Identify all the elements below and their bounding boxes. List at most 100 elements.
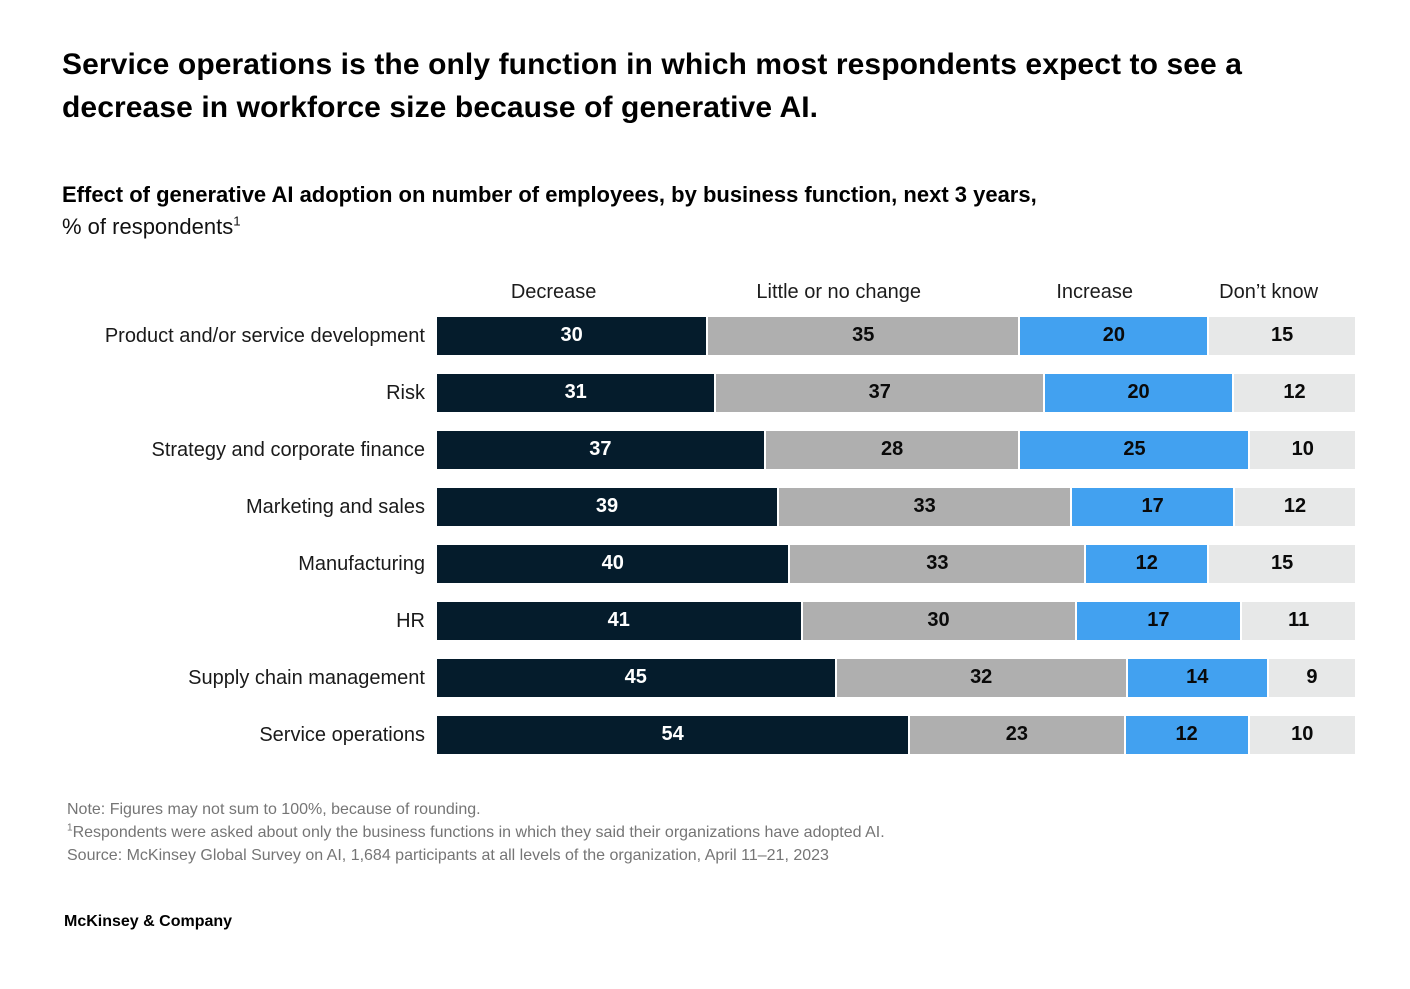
bar-segment-increase: 12: [1084, 544, 1208, 583]
segment-value-label: 23: [1005, 723, 1028, 746]
stacked-bar: 54 23 12 10: [437, 715, 1355, 754]
column-header-little-or-no-change: Little or no change: [756, 280, 921, 303]
bar-segment-little-or-no-change: 33: [777, 487, 1071, 526]
bar-segment-little-or-no-change: 23: [908, 715, 1124, 754]
segment-value-label: 11: [1288, 609, 1310, 632]
segment-value-label: 33: [926, 552, 949, 575]
bar-row-marketing-and-sales: Marketing and sales 39 33 17 12: [62, 487, 1356, 526]
segment-value-label: 37: [589, 438, 612, 461]
stacked-bar: 39 33 17 12: [437, 487, 1356, 526]
segment-value-label: 17: [1147, 609, 1170, 632]
segment-value-label: 10: [1291, 723, 1314, 746]
segment-value-label: 41: [607, 609, 630, 632]
bar-segment-don-t-know: 15: [1207, 544, 1356, 583]
segment-value-label: 30: [560, 324, 583, 347]
segment-value-label: 20: [1102, 324, 1125, 347]
bar-segment-don-t-know: 15: [1207, 316, 1355, 355]
column-header-don-t-know: Don’t know: [1219, 280, 1319, 303]
bar-segment-decrease: 37: [437, 430, 764, 469]
segment-value-label: 40: [601, 552, 624, 575]
bar-segment-increase: 20: [1043, 373, 1232, 412]
bar-segment-don-t-know: 9: [1266, 658, 1356, 697]
bar-segment-decrease: 31: [437, 373, 715, 412]
footnote-source: Source: McKinsey Global Survey on AI, 1,…: [67, 846, 829, 864]
bar-segment-little-or-no-change: 35: [706, 316, 1019, 355]
subtitle-footnote-marker: 1: [233, 213, 241, 229]
stacked-bar: 31 37 20 12: [437, 373, 1355, 412]
segment-value-label: 31: [564, 381, 587, 404]
bar-segment-decrease: 45: [437, 658, 835, 697]
stacked-bar: 30 35 20 15: [437, 316, 1355, 355]
segment-value-label: 15: [1271, 324, 1294, 347]
column-headers-row: Decrease Little or no change Increase Don’t…: [62, 281, 1355, 304]
segment-value-label: 20: [1127, 381, 1150, 404]
stacked-bar-chart: Decrease Little or no change Increase Don’t…: [62, 281, 1356, 754]
stacked-bar: 40 33 12 15: [437, 544, 1356, 583]
segment-value-label: 30: [927, 609, 950, 632]
segment-value-label: 54: [661, 723, 684, 746]
bar-segment-decrease: 40: [437, 544, 789, 583]
stacked-bar: 41 30 17 11: [437, 601, 1355, 640]
bar-segment-increase: 20: [1018, 316, 1208, 355]
chart-subtitle-main: Effect of generative AI adoption on numb…: [62, 182, 1037, 208]
segment-value-label: 37: [868, 381, 891, 404]
segment-value-label: 15: [1271, 552, 1294, 575]
segment-value-label: 32: [970, 666, 993, 689]
column-header-decrease: Decrease: [510, 280, 597, 303]
chart-subtitle: Effect of generative AI adoption on numb…: [62, 179, 1355, 243]
column-header-increase: Increase: [1056, 280, 1134, 303]
category-label: Strategy and corporate finance: [151, 438, 425, 461]
bar-segment-little-or-no-change: 33: [788, 544, 1085, 583]
bar-segment-decrease: 30: [437, 316, 707, 355]
bar-segment-increase: 14: [1125, 658, 1267, 697]
footnote-1: 1Respondents were asked about only the b…: [67, 822, 885, 841]
category-label: Product and/or service development: [104, 324, 425, 347]
bar-segment-little-or-no-change: 32: [834, 658, 1126, 697]
bar-segment-don-t-know: 12: [1231, 373, 1355, 412]
category-label: Supply chain management: [188, 666, 425, 689]
exhibit-title: Service operations is the only function …: [62, 48, 1243, 124]
category-label: Manufacturing: [298, 552, 425, 575]
segment-value-label: 12: [1283, 495, 1307, 518]
bar-rows-container: Product and/or service development 30 35 20…: [62, 316, 1356, 754]
bar-segment-don-t-know: 10: [1247, 715, 1355, 754]
segment-value-label: 45: [624, 666, 647, 689]
bar-row-supply-chain-management: Supply chain management 45 32 14 9: [62, 658, 1356, 697]
segment-value-label: 17: [1141, 495, 1164, 518]
bar-segment-don-t-know: 12: [1232, 487, 1356, 526]
segment-value-label: 9: [1306, 666, 1318, 689]
footnotes: Note: Figures may not sum to 100%, becau…: [62, 798, 1355, 867]
bar-segment-increase: 17: [1070, 487, 1233, 526]
bar-row-service-operations: Service operations 54 23 12 10: [62, 715, 1355, 754]
bar-row-manufacturing: Manufacturing 40 33 12 15: [62, 544, 1356, 583]
mckinsey-wordmark: McKinsey & Company: [64, 912, 233, 930]
bar-row-risk: Risk 31 37 20 12: [62, 373, 1355, 412]
footnote-1-marker: 1: [67, 822, 73, 834]
segment-value-label: 35: [852, 324, 875, 347]
chart-subtitle-unit: % of respondents1: [62, 213, 241, 240]
segment-value-label: 14: [1186, 666, 1209, 689]
category-label: Risk: [386, 381, 425, 404]
bar-segment-little-or-no-change: 28: [763, 430, 1019, 469]
bar-segment-increase: 17: [1074, 601, 1241, 640]
bar-segment-don-t-know: 10: [1248, 430, 1355, 469]
segment-value-label: 25: [1123, 438, 1146, 461]
category-label: Marketing and sales: [246, 495, 425, 518]
segment-value-label: 12: [1135, 552, 1158, 575]
bar-segment-increase: 12: [1123, 715, 1248, 754]
segment-value-label: 12: [1283, 381, 1306, 404]
bar-segment-increase: 25: [1018, 430, 1249, 469]
bar-row-hr: HR 41 30 17 11: [62, 601, 1355, 640]
bar-row-product-and-or-service-development: Product and/or service development 30 35 20…: [62, 316, 1355, 355]
segment-value-label: 39: [595, 495, 619, 518]
bar-segment-decrease: 41: [437, 601, 801, 640]
stacked-bar: 37 28 25 10: [437, 430, 1355, 469]
bar-segment-decrease: 54: [437, 715, 909, 754]
bar-segment-decrease: 39: [437, 487, 778, 526]
bar-segment-don-t-know: 11: [1240, 601, 1355, 640]
stacked-bar: 45 32 14 9: [437, 658, 1356, 697]
bar-segment-little-or-no-change: 30: [800, 601, 1075, 640]
segment-value-label: 12: [1175, 723, 1198, 746]
bar-row-strategy-and-corporate-finance: Strategy and corporate finance 37 28 25 10: [62, 430, 1355, 469]
